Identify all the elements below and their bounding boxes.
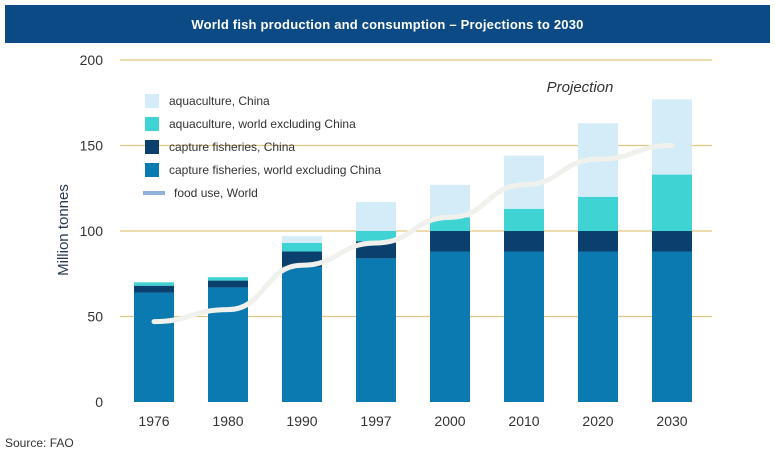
bar-segment [282,242,322,252]
bar-segment [134,285,174,293]
bar-segment [504,251,544,402]
y-tick-label: 150 [80,138,104,154]
bar-segment [652,251,692,402]
legend-swatch [145,94,159,108]
bar-segment [652,231,692,252]
bar-segment [578,251,618,402]
bar-segment [356,201,396,231]
bar-segment [208,277,248,281]
y-axis-label: Million tonnes [55,184,72,276]
bar-segment [578,231,618,252]
projection-label: Projection [547,79,614,96]
bar-segment [282,236,322,243]
x-tick-label: 1997 [360,413,391,429]
legend: aquaculture, China aquaculture, world exc… [143,94,381,200]
chart-title: World fish production and consumption – … [5,5,770,43]
y-tick-label: 100 [80,223,104,239]
bar-segment [504,231,544,252]
bar-segment [356,231,396,242]
x-tick-label: 1976 [138,413,169,429]
bar-segment [134,282,174,286]
legend-label: capture fisheries, world excluding China [169,163,381,177]
legend-swatch [145,117,159,131]
legend-line-swatch [143,191,165,195]
bar-segment [356,258,396,402]
y-tick-label: 0 [95,394,103,410]
food-use-line-path [151,143,675,325]
source-note: Source: FAO [5,436,74,450]
bar-segment [282,266,322,402]
bar-segment [652,99,692,175]
bar-segment [504,208,544,231]
x-tick-label: 2000 [434,413,465,429]
x-tick-label: 1990 [286,413,317,429]
bars [134,99,692,402]
x-tick-label: 2020 [582,413,613,429]
bar-segment [208,280,248,288]
x-tick-label: 2030 [656,413,687,429]
legend-label: aquaculture, China [169,94,270,108]
axis-ticks: 0 50 100 150 200 1976 1980 1990 1997 2000 2010 2020… [80,52,688,429]
legend-swatch [145,163,159,177]
x-tick-label: 2010 [508,413,539,429]
bar-segment [578,196,618,231]
legend-label: aquaculture, world excluding China [169,117,356,131]
bar-segment [652,174,692,231]
y-tick-label: 50 [87,309,103,325]
legend-label: food use, World [174,186,258,200]
y-tick-label: 200 [80,52,104,68]
legend-label: capture fisheries, China [169,140,295,154]
x-tick-label: 1980 [212,413,243,429]
bar-segment [430,184,470,218]
food-use-line [151,143,675,325]
bar-segment [430,231,470,252]
legend-swatch [145,140,159,154]
bar-segment [430,217,470,231]
bar-segment [134,292,174,402]
bar-segment [430,251,470,402]
